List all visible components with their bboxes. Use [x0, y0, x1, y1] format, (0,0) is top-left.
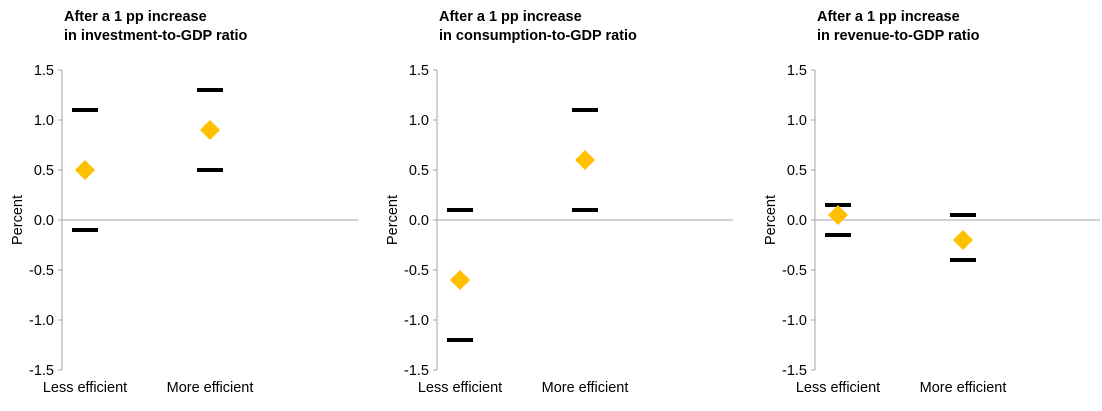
- point-estimate-marker: [828, 205, 848, 225]
- y-axis-label: Percent: [763, 195, 779, 245]
- point-estimate-marker: [575, 150, 595, 170]
- x-category-label: Less efficient: [418, 380, 502, 396]
- point-estimate-marker: [200, 120, 220, 140]
- chart-plot: 1.5 1.0 0.5 0.0 -0.5 -1.0 -1.5 Percent Less effi…: [10, 63, 358, 396]
- chart-title-line-1: After a 1 pp increase: [817, 9, 960, 25]
- y-tick-label: 0.0: [787, 213, 807, 229]
- chart-title-line-1: After a 1 pp increase: [439, 9, 582, 25]
- chart-title: After a 1 pp increase in investment-to-G…: [64, 8, 247, 46]
- y-axis-label: Percent: [10, 195, 26, 245]
- y-axis-label: Percent: [385, 195, 401, 245]
- y-tick-label: 1.0: [787, 113, 807, 129]
- chart-title-line-1: After a 1 pp increase: [64, 9, 207, 25]
- y-tick-label: -1.0: [29, 313, 54, 329]
- y-tick-label: -0.5: [404, 263, 429, 279]
- chart-title: After a 1 pp increase in revenue-to-GDP …: [817, 8, 979, 46]
- y-tick-label: 0.5: [34, 163, 54, 179]
- y-tick-label: 0.0: [34, 213, 54, 229]
- point-estimate-marker: [953, 230, 973, 250]
- chart-panel-3: After a 1 pp increase in revenue-to-GDP …: [753, 0, 1102, 411]
- chart-title-line-2: in consumption-to-GDP ratio: [439, 28, 637, 44]
- y-tick-label: -0.5: [29, 263, 54, 279]
- y-tick-label: 0.5: [409, 163, 429, 179]
- y-tick-label: -1.5: [29, 363, 54, 379]
- x-category-label: Less efficient: [43, 380, 127, 396]
- x-category-label: Less efficient: [796, 380, 880, 396]
- x-category-label: More efficient: [542, 380, 629, 396]
- chart-title-line-2: in revenue-to-GDP ratio: [817, 28, 980, 44]
- y-tick-label: 1.0: [409, 113, 429, 129]
- chart-title-line-2: in investment-to-GDP ratio: [64, 28, 248, 44]
- chart-panel-2: After a 1 pp increase in consumption-to-…: [375, 0, 735, 411]
- point-estimate-marker: [75, 160, 95, 180]
- chart-title: After a 1 pp increase in consumption-to-…: [439, 8, 637, 46]
- chart-panel-1: After a 1 pp increase in investment-to-G…: [0, 0, 360, 411]
- y-tick-label: 1.5: [787, 63, 807, 79]
- point-estimate-marker: [450, 270, 470, 290]
- x-category-label: More efficient: [167, 380, 254, 396]
- y-tick-label: 1.5: [34, 63, 54, 79]
- chart-plot: 1.5 1.0 0.5 0.0 -0.5 -1.0 -1.5 Percent Less effi…: [385, 63, 733, 396]
- y-tick-label: 0.5: [787, 163, 807, 179]
- y-tick-label: -0.5: [782, 263, 807, 279]
- y-tick-label: -1.5: [404, 363, 429, 379]
- x-category-label: More efficient: [920, 380, 1007, 396]
- y-tick-label: -1.0: [782, 313, 807, 329]
- y-tick-label: -1.0: [404, 313, 429, 329]
- chart-plot: 1.5 1.0 0.5 0.0 -0.5 -1.0 -1.5 Percent Less effi…: [763, 63, 1100, 396]
- y-tick-label: 0.0: [409, 213, 429, 229]
- y-tick-label: 1.5: [409, 63, 429, 79]
- y-tick-label: 1.0: [34, 113, 54, 129]
- y-tick-label: -1.5: [782, 363, 807, 379]
